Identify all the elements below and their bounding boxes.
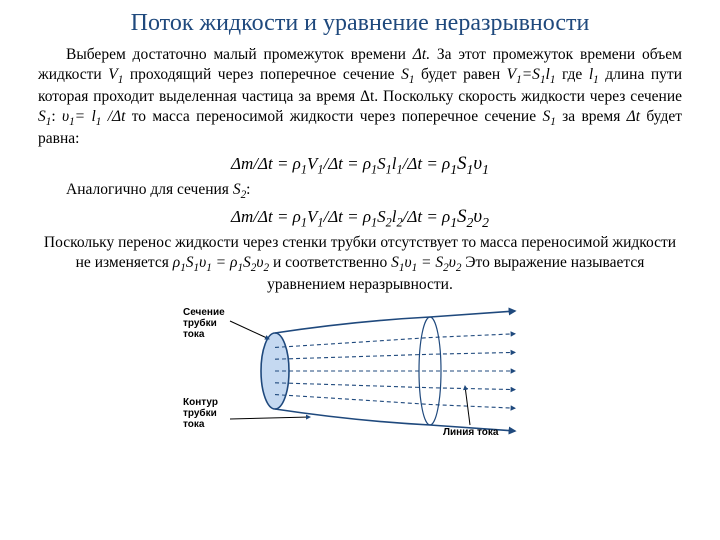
equation-2: Δm/Δt = ρ1V1/Δt = ρ1S2l2/Δt = ρ1S2υ2: [38, 206, 682, 231]
svg-text:Сечениетрубкитока: Сечениетрубкитока: [183, 307, 225, 340]
svg-text:Контуртрубкитока: Контуртрубкитока: [183, 397, 218, 430]
slide-title: Поток жидкости и уравнение неразрывности: [38, 10, 682, 37]
paragraph-2: Аналогично для сечения S2:: [38, 180, 682, 202]
svg-text:Линия тока: Линия тока: [443, 427, 499, 438]
paragraph-1: Выберем достаточно малый промежуток врем…: [38, 45, 682, 149]
stream-tube-diagram: Сечениетрубкитока Контуртрубкитока Линия т…: [175, 301, 545, 441]
equation-1: Δm/Δt = ρ1V1/Δt = ρ1S1l1/Δt = ρ1S1υ1: [38, 153, 682, 178]
paragraph-3: Поскольку перенос жидкости через стенки …: [38, 233, 682, 295]
